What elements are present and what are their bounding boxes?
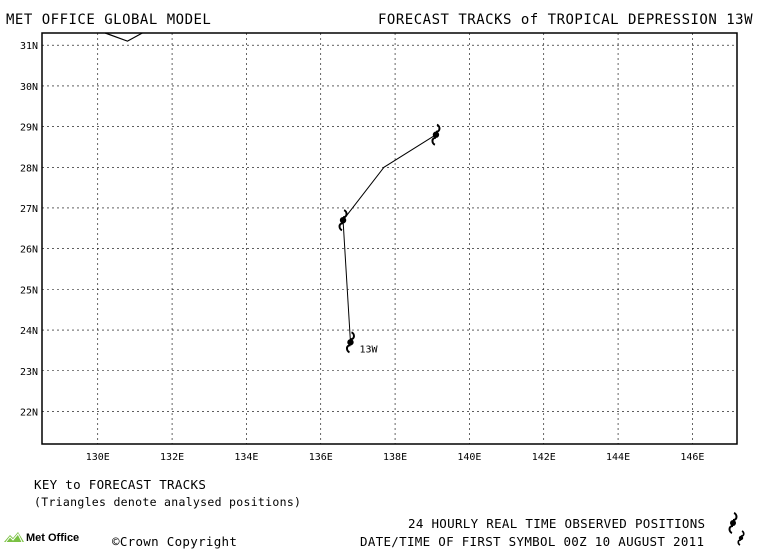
cyclone-position-icon [345,331,355,354]
key-subtitle: (Triangles denote analysed positions) [34,495,302,509]
lat-tick-label: 29N [20,123,38,134]
cyclone-symbol-icon [728,512,738,534]
lon-tick-label: 140E [457,452,481,463]
map-frame [41,32,738,445]
lat-tick-label: 25N [20,285,38,296]
cyclone-position-icon [338,209,348,232]
lon-tick-label: 142E [532,452,556,463]
lat-tick-label: 26N [20,245,38,256]
lon-tick-label: 132E [160,452,184,463]
met-office-logo: Met Office [4,531,79,544]
coastline [104,32,143,42]
lat-tick-label: 22N [20,407,38,418]
cyclone-position-icon [431,123,441,146]
axis-labels: 130E 132E 134E 136E 138E 140E 142E 144E 146E 31N 3… [20,41,705,463]
map-grid [42,33,737,444]
copyright-notice: ©Crown Copyright [112,534,238,549]
storm-track: 13W [338,123,441,355]
storm-id-label: 13W [359,344,378,355]
met-office-logo-text: Met Office [26,532,80,544]
model-title: MET OFFICE GLOBAL MODEL [6,12,212,28]
observed-positions-label: 24 HOURLY REAL TIME OBSERVED POSITIONS [408,516,706,531]
first-symbol-datetime: DATE/TIME OF FIRST SYMBOL 00Z 10 AUGUST … [360,534,705,549]
lat-tick-label: 28N [20,163,38,174]
lat-tick-label: 31N [20,41,38,52]
lon-tick-label: 138E [383,452,407,463]
lat-tick-label: 27N [20,204,38,215]
lon-tick-label: 146E [680,452,704,463]
coastline-segment [104,32,143,42]
met-office-logo-icon [4,532,24,543]
lat-tick-label: 23N [20,367,38,378]
lon-tick-label: 136E [309,452,333,463]
forecast-title: FORECAST TRACKS of TROPICAL DEPRESSION 1… [378,12,754,28]
lon-tick-label: 134E [234,452,258,463]
lon-tick-label: 130E [86,452,110,463]
track-line [342,134,437,343]
lon-tick-label: 144E [606,452,630,463]
first-symbol-icon [737,530,745,546]
lat-tick-label: 30N [20,82,38,93]
lat-tick-label: 24N [20,326,38,337]
key-title: KEY to FORECAST TRACKS [34,477,207,492]
